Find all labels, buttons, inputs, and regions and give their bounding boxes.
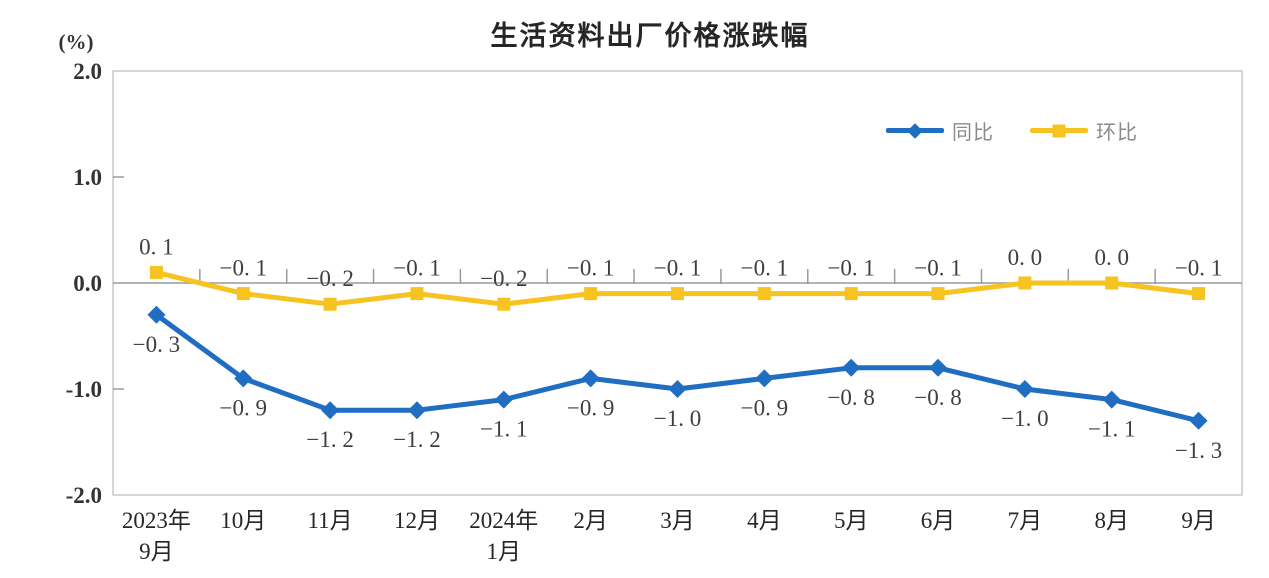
series-marker-环比-4 <box>497 297 511 311</box>
data-label-环比-5: −0. 1 <box>567 256 614 281</box>
series-marker-同比-8 <box>842 358 861 377</box>
legend-line-sample <box>886 122 944 139</box>
data-label-同比-1: −0. 9 <box>220 395 267 420</box>
data-label-环比-8: −0. 1 <box>827 256 874 281</box>
series-marker-同比-1 <box>234 369 253 388</box>
series-marker-环比-12 <box>1192 287 1206 301</box>
x-tick-label-6: 3月 <box>660 508 695 533</box>
series-marker-同比-7 <box>755 369 774 388</box>
chart-legend: 同比 环比 <box>886 116 1138 145</box>
series-marker-同比-6 <box>668 380 687 398</box>
series-marker-同比-11 <box>1102 390 1121 409</box>
x-tick-label-4-line2: 1月 <box>487 539 522 564</box>
data-label-环比-4: −0. 2 <box>480 266 527 291</box>
data-label-环比-12: −0. 1 <box>1175 256 1222 281</box>
data-label-同比-10: −1. 0 <box>1001 406 1048 431</box>
series-marker-同比-4 <box>494 390 513 409</box>
series-marker-同比-3 <box>407 401 426 420</box>
data-label-环比-7: −0. 1 <box>741 256 788 281</box>
data-label-环比-10: 0. 0 <box>1008 245 1043 270</box>
legend-label-tongbi: 同比 <box>952 122 994 144</box>
data-label-环比-0: 0. 1 <box>139 234 174 259</box>
x-tick-label-9: 6月 <box>921 508 956 533</box>
square-marker-icon <box>1052 124 1066 137</box>
x-tick-label-12: 9月 <box>1181 508 1216 533</box>
x-tick-label-11: 8月 <box>1094 508 1129 533</box>
series-marker-环比-7 <box>757 287 771 301</box>
y-tick-label-2: 0.0 <box>73 271 102 296</box>
data-label-环比-2: −0. 2 <box>306 266 353 291</box>
x-tick-label-7: 4月 <box>747 508 782 533</box>
series-marker-环比-1 <box>236 287 250 301</box>
y-axis-unit-label: (%) <box>58 30 94 54</box>
x-tick-label-0: 2023年 <box>122 508 191 533</box>
data-label-同比-5: −0. 9 <box>567 395 614 420</box>
x-tick-label-8: 5月 <box>834 508 869 533</box>
y-tick-label-0: 2.0 <box>73 59 102 84</box>
data-label-同比-4: −1. 1 <box>480 417 527 442</box>
series-marker-环比-8 <box>844 287 858 301</box>
series-marker-环比-5 <box>584 287 598 301</box>
data-label-环比-9: −0. 1 <box>914 256 961 281</box>
series-marker-环比-6 <box>671 287 684 301</box>
series-line-同比 <box>153 312 1202 424</box>
legend-item-tongbi: 同比 <box>886 116 994 145</box>
x-tick-label-10: 7月 <box>1008 508 1043 533</box>
chart-title: 生活资料出厂价格涨跌幅 <box>490 21 810 52</box>
data-label-同比-0: −0. 3 <box>133 332 180 357</box>
series-marker-环比-9 <box>931 287 945 301</box>
x-tick-label-5: 2月 <box>573 508 608 533</box>
x-tick-label-1: 10月 <box>220 508 266 533</box>
data-label-环比-1: −0. 1 <box>220 256 267 281</box>
series-marker-同比-9 <box>929 358 948 377</box>
y-tick-label-1: 1.0 <box>73 165 102 190</box>
data-label-同比-8: −0. 8 <box>827 385 874 410</box>
x-tick-label-2: 11月 <box>308 508 353 533</box>
data-label-同比-12: −1. 3 <box>1175 438 1222 463</box>
series-marker-同比-5 <box>581 369 600 388</box>
x-tick-label-4: 2024年 <box>469 508 538 533</box>
series-marker-同比-10 <box>1015 380 1034 398</box>
series-marker-环比-10 <box>1018 276 1032 290</box>
legend-label-huanbi: 环比 <box>1096 122 1138 144</box>
y-tick-label-3: -1.0 <box>66 377 102 402</box>
data-label-同比-2: −1. 2 <box>306 427 353 452</box>
series-marker-同比-0 <box>147 305 166 324</box>
series-marker-同比-2 <box>321 401 340 420</box>
data-label-环比-11: 0. 0 <box>1094 245 1129 270</box>
data-label-同比-9: −0. 8 <box>914 385 961 410</box>
data-label-同比-11: −1. 1 <box>1088 417 1135 442</box>
series-marker-环比-11 <box>1105 276 1119 290</box>
diamond-marker-icon <box>907 122 923 139</box>
data-label-同比-7: −0. 9 <box>741 395 788 420</box>
series-marker-环比-3 <box>410 287 424 301</box>
data-label-同比-3: −1. 2 <box>393 427 440 452</box>
y-tick-label-4: -2.0 <box>66 483 102 508</box>
data-label-环比-3: −0. 1 <box>393 256 440 281</box>
x-tick-label-0-line2: 9月 <box>139 539 174 564</box>
series-marker-环比-0 <box>149 265 163 279</box>
legend-item-huanbi: 环比 <box>1030 116 1138 145</box>
data-label-同比-6: −1. 0 <box>654 406 701 431</box>
legend-line-sample <box>1030 124 1088 137</box>
x-tick-label-3: 12月 <box>394 508 440 533</box>
series-marker-同比-12 <box>1189 411 1208 430</box>
data-label-环比-6: −0. 1 <box>654 256 701 281</box>
series-marker-环比-2 <box>323 297 337 311</box>
